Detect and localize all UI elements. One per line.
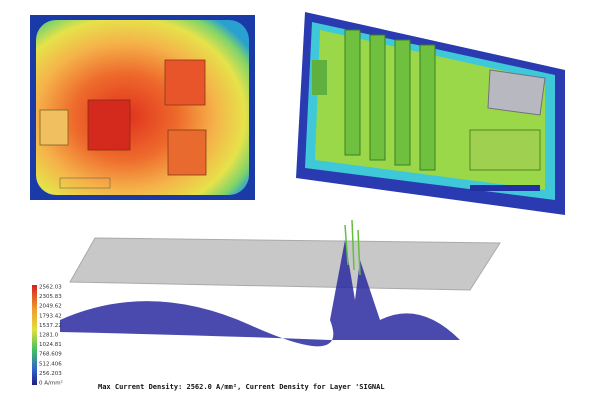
legend-label: 2049.62: [39, 304, 62, 310]
legend-label: 1024.81: [39, 342, 62, 348]
heat-map: [30, 15, 255, 200]
legend-label: 2305.83: [39, 294, 62, 300]
legend-label: 2562.03: [39, 285, 62, 291]
board-3d: [296, 12, 565, 215]
legend-label: 1537.22: [39, 323, 62, 329]
legend-label: 768.609: [39, 352, 62, 358]
density-plot: 2562.03 2305.83 2049.62 1793.42 1537.22 1281.…: [32, 219, 501, 391]
legend-label: 256.203: [39, 371, 62, 377]
color-scale: [32, 285, 37, 385]
caption: Max Current Density: 2562.0 A/mm², Curre…: [98, 383, 385, 391]
legend-label: 0 A/mm²: [39, 380, 63, 387]
legend-label: 1793.42: [39, 313, 62, 319]
legend-label: 1281.0: [39, 333, 59, 339]
legend-label: 512.406: [39, 361, 62, 367]
